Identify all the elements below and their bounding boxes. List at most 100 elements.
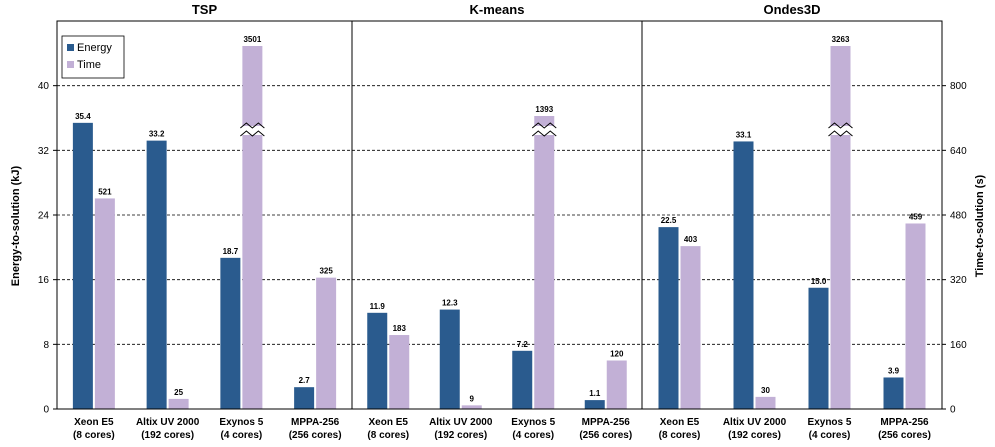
time-bar [389, 335, 410, 409]
axis-break-gap [240, 126, 265, 135]
y-tick-label: 8 [43, 340, 49, 351]
energy-bar [658, 227, 679, 409]
y-tick-label: 0 [43, 405, 49, 416]
energy-bar [294, 387, 315, 409]
panel-title: TSP [192, 2, 218, 17]
time-value-label: 459 [909, 212, 923, 221]
category-label: Altix UV 2000 [136, 417, 200, 428]
time-bar [905, 223, 926, 409]
energy-bar [146, 140, 167, 409]
energy-value-label: 15.0 [811, 277, 827, 286]
y-tick-label: 16 [38, 275, 50, 286]
energy-bar [883, 377, 904, 409]
category-label: Altix UV 2000 [429, 417, 493, 428]
time-value-label: 120 [610, 350, 624, 359]
y-axis-label: Energy-to-solution (kJ) [10, 165, 22, 286]
category-label-cores: (4 cores) [221, 430, 263, 441]
category-label-cores: (256 cores) [878, 430, 931, 441]
y2-tick-label: 160 [950, 340, 967, 351]
y-tick-label: 40 [38, 81, 50, 92]
category-label: Xeon E5 [660, 417, 700, 428]
category-label-cores: (192 cores) [141, 430, 194, 441]
category-label: MPPA-256 [582, 417, 631, 428]
time-bar [680, 246, 701, 409]
y2-tick-label: 640 [950, 146, 967, 157]
energy-value-label: 7.2 [517, 340, 529, 349]
time-bar [316, 277, 337, 409]
legend-swatch [67, 44, 74, 51]
axis-break-mark [531, 122, 557, 129]
y2-tick-label: 480 [950, 211, 967, 222]
category-label-cores: (256 cores) [289, 430, 342, 441]
time-bar [461, 405, 482, 409]
y2-tick-label: 320 [950, 275, 967, 286]
energy-bar [220, 257, 241, 409]
time-bar [94, 198, 115, 409]
category-label-cores: (8 cores) [659, 430, 701, 441]
time-value-label: 1393 [535, 105, 553, 114]
energy-value-label: 35.4 [75, 112, 91, 121]
legend-box [61, 35, 125, 79]
legend-label: Time [77, 59, 101, 71]
energy-bar [439, 309, 460, 409]
time-value-label: 9 [470, 394, 475, 403]
energy-value-label: 1.1 [589, 389, 601, 398]
axis-break-mark [828, 130, 853, 137]
time-bar [534, 116, 555, 409]
category-label: MPPA-256 [291, 417, 340, 428]
panel-title: Ondes3D [763, 2, 820, 17]
energy-value-label: 11.9 [370, 302, 386, 311]
energy-bar [367, 312, 388, 409]
axis-break-gap [828, 126, 853, 135]
energy-value-label: 12.3 [442, 299, 458, 308]
axis-break-mark [240, 130, 265, 137]
y-tick-label: 24 [38, 211, 50, 222]
axis-break-mark [531, 130, 557, 137]
time-bar [168, 398, 189, 409]
energy-value-label: 33.1 [736, 130, 752, 139]
y2-axis-label: Time-to-solution (s) [974, 174, 986, 277]
time-value-label: 403 [684, 235, 698, 244]
gridlines [57, 85, 942, 345]
time-value-label: 325 [319, 267, 333, 276]
category-label-cores: (192 cores) [728, 430, 781, 441]
time-value-label: 3263 [832, 35, 850, 44]
time-bar [242, 46, 263, 409]
energy-value-label: 3.9 [888, 366, 900, 375]
energy-value-label: 33.2 [149, 130, 165, 139]
category-label: Exynos 5 [219, 417, 263, 428]
category-label-cores: (8 cores) [73, 430, 115, 441]
time-value-label: 30 [761, 386, 770, 395]
category-label-cores: (256 cores) [579, 430, 632, 441]
axis-break-gap [532, 126, 557, 135]
time-bar [606, 360, 627, 409]
energy-value-label: 22.5 [661, 216, 677, 225]
time-bar [830, 46, 851, 409]
energy-value-label: 18.7 [223, 247, 239, 256]
time-value-label: 25 [174, 388, 183, 397]
time-value-label: 183 [393, 324, 407, 333]
y2-tick-label: 800 [950, 81, 967, 92]
y-tick-label: 32 [38, 146, 50, 157]
energy-bar [584, 400, 605, 409]
category-label-cores: (192 cores) [434, 430, 487, 441]
panel-title: K-means [470, 2, 525, 17]
energy-bar [72, 122, 93, 409]
legend: Energy Time [61, 35, 125, 79]
category-label-cores: (8 cores) [367, 430, 409, 441]
time-value-label: 521 [98, 187, 112, 196]
category-label-cores: (4 cores) [512, 430, 554, 441]
data-labels: TSP 35.4 521 Xeon E5 (8 cores) 33.2 25 Altix UV… [73, 2, 931, 441]
category-label: Altix UV 2000 [723, 417, 787, 428]
category-label: Exynos 5 [808, 417, 852, 428]
energy-value-label: 2.7 [299, 376, 311, 385]
category-label: Exynos 5 [511, 417, 555, 428]
energy-bar [733, 141, 754, 410]
category-label: MPPA-256 [880, 417, 929, 428]
energy-bar [512, 350, 533, 409]
time-value-label: 3501 [243, 35, 261, 44]
y2-tick-label: 0 [950, 405, 956, 416]
axis-break-mark [828, 122, 853, 129]
axis-break-mark [240, 122, 265, 129]
